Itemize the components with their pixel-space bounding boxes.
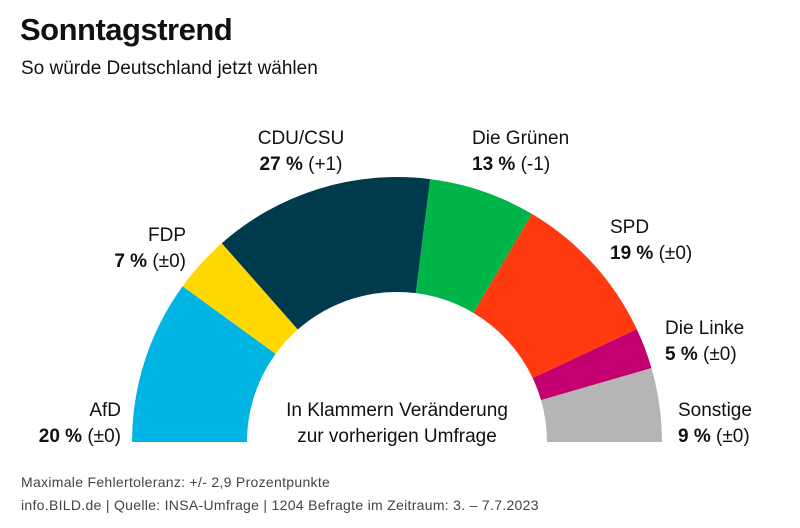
slice-value-die-linke: 5 % (±0) bbox=[665, 344, 737, 365]
slice-label-afd: AfD bbox=[89, 400, 121, 421]
slice-label-spd: SPD bbox=[610, 217, 649, 238]
slice-fdp bbox=[182, 243, 298, 354]
slice-cdu-csu bbox=[221, 176, 431, 330]
chart-subtitle: So würde Deutschland jetzt wählen bbox=[21, 58, 318, 79]
slice-label-cdu-csu: CDU/CSU bbox=[258, 128, 345, 149]
slice-sonstige bbox=[541, 368, 662, 442]
center-note-line: In Klammern Veränderung bbox=[286, 400, 508, 421]
center-note-line: zur vorherigen Umfrage bbox=[297, 426, 497, 447]
slice-label-sonstige: Sonstige bbox=[678, 400, 752, 421]
slice-value-fdp: 7 % (±0) bbox=[114, 251, 186, 272]
slice-die-linke bbox=[532, 329, 652, 401]
slice-label-die-gr-nen: Die Grünen bbox=[472, 128, 569, 149]
slice-label-fdp: FDP bbox=[148, 225, 186, 246]
slice-spd bbox=[473, 213, 637, 379]
slice-value-sonstige: 9 % (±0) bbox=[678, 426, 750, 447]
slice-afd bbox=[132, 286, 276, 442]
slice-value-die-gr-nen: 13 % (-1) bbox=[472, 154, 550, 175]
slice-die-gr-nen bbox=[415, 179, 532, 313]
slice-value-cdu-csu: 27 % (+1) bbox=[260, 154, 343, 175]
footer-source: info.BILD.de | Quelle: INSA-Umfrage | 12… bbox=[21, 497, 539, 513]
chart-title: Sonntagstrend bbox=[20, 12, 233, 47]
slice-label-die-linke: Die Linke bbox=[665, 318, 744, 339]
footer-error-tolerance: Maximale Fehlertoleranz: +/- 2,9 Prozent… bbox=[21, 474, 331, 490]
slice-value-spd: 19 % (±0) bbox=[610, 243, 692, 264]
slice-value-afd: 20 % (±0) bbox=[39, 426, 121, 447]
